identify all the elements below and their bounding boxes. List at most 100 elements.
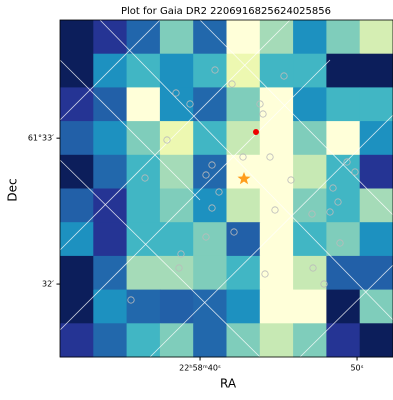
pixel — [160, 54, 194, 88]
pixel — [227, 222, 261, 256]
pixel — [93, 189, 127, 223]
pixel — [227, 20, 261, 54]
pixel — [326, 121, 360, 155]
pixel — [193, 290, 227, 324]
x-tick-label: 50ˢ — [350, 364, 363, 373]
pixel — [293, 155, 327, 189]
pixel — [260, 20, 294, 54]
pixel — [227, 189, 261, 223]
pixel — [93, 87, 127, 121]
pixel — [93, 222, 127, 256]
pixel — [293, 121, 327, 155]
pixel — [260, 222, 294, 256]
pixel — [326, 155, 360, 189]
pixel — [160, 256, 194, 290]
pixel — [127, 222, 161, 256]
pixel — [227, 87, 261, 121]
pixel — [360, 222, 393, 256]
pixel — [60, 222, 94, 256]
pixel — [260, 323, 294, 357]
pixel — [293, 54, 327, 88]
pixel — [360, 290, 393, 324]
pixel — [193, 87, 227, 121]
pixel — [193, 121, 227, 155]
pixel — [360, 323, 393, 357]
pixel — [360, 189, 393, 223]
pixel — [127, 54, 161, 88]
pixel — [93, 54, 127, 88]
pixel — [160, 155, 194, 189]
pixel — [193, 20, 227, 54]
pixel — [293, 290, 327, 324]
pixel — [93, 121, 127, 155]
pixel — [160, 323, 194, 357]
pixel — [160, 222, 194, 256]
pixel — [60, 87, 94, 121]
pixel — [193, 323, 227, 357]
pixel — [160, 20, 194, 54]
pixel — [60, 290, 94, 324]
y-tick-label: 61°33′ — [28, 134, 54, 143]
pixel — [227, 256, 261, 290]
pixel — [227, 290, 261, 324]
pixel — [326, 54, 360, 88]
pixel — [260, 256, 294, 290]
pixel — [60, 189, 94, 223]
pixel — [260, 155, 294, 189]
pixel — [260, 290, 294, 324]
pixel — [326, 222, 360, 256]
pixel — [127, 323, 161, 357]
pixel — [127, 87, 161, 121]
pixel — [360, 87, 393, 121]
pixel — [360, 54, 393, 88]
pixel — [326, 290, 360, 324]
pixel — [93, 290, 127, 324]
pixel — [326, 20, 360, 54]
pixel — [160, 121, 194, 155]
x-tick-label: 22ʰ58ᵐ40ˢ — [179, 364, 221, 373]
pixel — [127, 256, 161, 290]
pixel — [293, 323, 327, 357]
pixel — [293, 87, 327, 121]
pixel — [360, 20, 393, 54]
pixel — [293, 20, 327, 54]
pixel — [60, 121, 94, 155]
pixel — [193, 222, 227, 256]
chart: Plot for Gaia DR2 2206916825624025856 RA… — [0, 0, 393, 396]
pixel — [326, 323, 360, 357]
chart-title: Plot for Gaia DR2 2206916825624025856 — [121, 6, 331, 17]
pixel — [93, 20, 127, 54]
pixel — [160, 189, 194, 223]
pixel — [193, 54, 227, 88]
pixel — [293, 189, 327, 223]
pixel — [93, 256, 127, 290]
pixel — [293, 222, 327, 256]
pixel — [260, 121, 294, 155]
pixel — [360, 155, 393, 189]
pixel — [60, 323, 94, 357]
pixel — [326, 87, 360, 121]
pixel — [60, 20, 94, 54]
highlight-point — [253, 129, 259, 135]
pixel — [326, 256, 360, 290]
pixel — [127, 121, 161, 155]
pixel — [60, 256, 94, 290]
pixel — [227, 54, 261, 88]
pixel — [160, 87, 194, 121]
pixel — [127, 189, 161, 223]
pixel — [260, 189, 294, 223]
pixel — [326, 189, 360, 223]
pixel — [93, 155, 127, 189]
pixel — [127, 290, 161, 324]
x-axis-label: RA — [220, 377, 237, 391]
pixel — [293, 256, 327, 290]
y-tick-label: 32′ — [42, 280, 54, 289]
y-axis-label: Dec — [6, 178, 20, 201]
pixel — [60, 54, 94, 88]
pixel — [127, 155, 161, 189]
pixel — [360, 256, 393, 290]
pixel — [360, 121, 393, 155]
pixel — [93, 323, 127, 357]
pixel — [227, 121, 261, 155]
pixel — [60, 155, 94, 189]
